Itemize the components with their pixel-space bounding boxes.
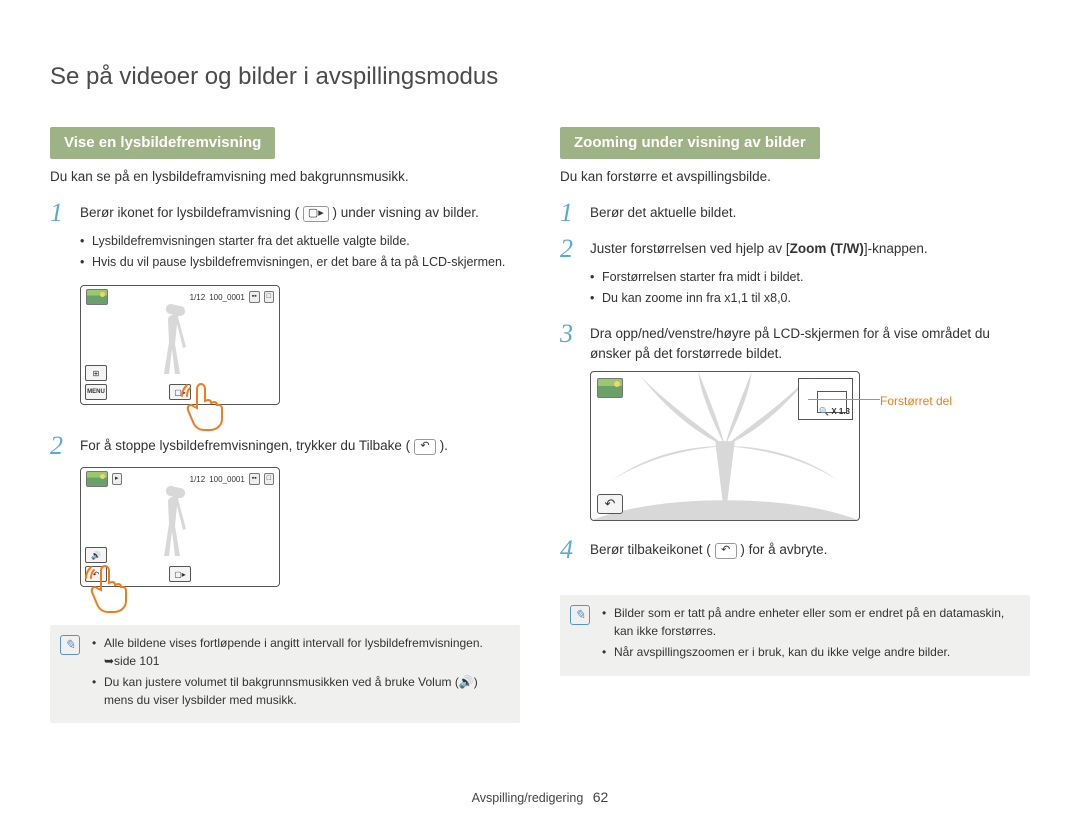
- footer-section: Avspilling/redigering: [472, 791, 584, 805]
- step-number: 1: [560, 200, 580, 226]
- magnifier-icon: 🔍: [819, 406, 829, 418]
- lcd-battery-icon: ▪▪: [249, 473, 260, 485]
- callout-line: [808, 399, 880, 400]
- bullet-item: Lysbildefremvisningen starter fra det ak…: [80, 232, 520, 250]
- preview-back-button: ↶: [597, 494, 623, 514]
- note-icon: ✎: [570, 605, 590, 625]
- left-step-2: 2 For å stoppe lysbildefremvisningen, tr…: [50, 433, 520, 459]
- lcd-filename: 100_0001: [209, 474, 245, 486]
- right-note-box: ✎ Bilder som er tatt på andre enheter el…: [560, 595, 1030, 675]
- back-icon: ↶: [715, 543, 737, 559]
- page-title: Se på videoer og bilder i avspillingsmod…: [50, 60, 1030, 95]
- lcd-thumbnail: [86, 471, 108, 487]
- note-item: Når avspillingszoomen er i bruk, kan du …: [602, 644, 1018, 661]
- bullet-item: Forstørrelsen starter fra midt i bildet.: [590, 268, 1030, 286]
- left-section-header: Vise en lysbildefremvisning: [50, 127, 275, 159]
- left-step-1: 1 Berør ikonet for lysbildeframvisning (…: [50, 200, 520, 226]
- right-step3-text: Dra opp/ned/venstre/høyre på LCD-skjerme…: [590, 321, 1030, 363]
- lcd-card-icon: □: [264, 291, 274, 303]
- step2-bold: Zoom (T/W): [790, 241, 864, 256]
- note-item: Du kan justere volumet til bakgrunnsmusi…: [92, 674, 508, 709]
- bullet-item: Du kan zoome inn fra x1,1 til x8,0.: [590, 289, 1030, 307]
- step2-pre: Juster forstørrelsen ved hjelp av [: [590, 241, 790, 256]
- right-section-header: Zooming under visning av bilder: [560, 127, 820, 159]
- preview-thumbnail: [597, 378, 623, 398]
- right-column: Zooming under visning av bilder Du kan f…: [560, 127, 1030, 723]
- step-number: 2: [50, 433, 70, 459]
- lcd-thumbnail: [86, 289, 108, 305]
- lcd-grid-icon: ⊞: [85, 365, 107, 381]
- left-note-box: ✎ Alle bildene vises fortløpende i angit…: [50, 625, 520, 723]
- step2-text-post: ).: [440, 438, 448, 453]
- zoom-preview-box: 🔍 X 1.3 ↶: [590, 371, 860, 521]
- step4-pre: Berør tilbakeikonet (: [590, 542, 711, 557]
- right-step-4: 4 Berør tilbakeikonet ( ↶ ) for å avbryt…: [560, 537, 1030, 563]
- right-step2-bullets: Forstørrelsen starter fra midt i bildet.…: [590, 268, 1030, 307]
- zoom-level-label: 🔍 X 1.3: [819, 406, 850, 418]
- back-icon: ↶: [414, 439, 436, 455]
- lcd-preview-2: ▸ 1/12 100_0001 ▪▪ □ 🔊 ↶ ▢▸: [80, 467, 280, 587]
- note-icon: ✎: [60, 635, 80, 655]
- lcd-filename: 100_0001: [209, 292, 245, 304]
- step-number: 2: [560, 236, 580, 262]
- lcd-play-icon: ▸: [112, 473, 122, 485]
- note-item: Bilder som er tatt på andre enheter elle…: [602, 605, 1018, 640]
- lcd-slideshow-button: ▢▸: [169, 566, 191, 582]
- step-number: 1: [50, 200, 70, 226]
- lcd-preview-1: 1/12 100_0001 ▪▪ □ ⊞ MENU ▢▸: [80, 285, 280, 405]
- step1-text-pre: Berør ikonet for lysbildeframvisning (: [80, 205, 299, 220]
- step2-post: ]-knappen.: [864, 241, 928, 256]
- bullet-item: Hvis du vil pause lysbildefremvisningen,…: [80, 253, 520, 271]
- callout-label: Forstørret del: [880, 393, 952, 410]
- right-step-1: 1 Berør det aktuelle bildet.: [560, 200, 1030, 226]
- lcd-battery-icon: ▪▪: [249, 291, 260, 303]
- page-footer: Avspilling/redigering 62: [0, 787, 1080, 807]
- zoom-value: X 1.3: [831, 406, 850, 418]
- golfer-silhouette: [160, 486, 200, 572]
- left-column: Vise en lysbildefremvisning Du kan se på…: [50, 127, 520, 723]
- slideshow-icon: ▢▸: [303, 206, 329, 222]
- step-number: 4: [560, 537, 580, 563]
- step-number: 3: [560, 321, 580, 347]
- note-item: Alle bildene vises fortløpende i angitt …: [92, 635, 508, 670]
- lcd-menu-button: MENU: [85, 384, 107, 400]
- lcd-card-icon: □: [264, 473, 274, 485]
- left-step1-bullets: Lysbildefremvisningen starter fra det ak…: [80, 232, 520, 271]
- footer-page-number: 62: [593, 789, 609, 805]
- touch-hand-icon: [179, 377, 234, 432]
- right-step-2: 2 Juster forstørrelsen ved hjelp av [Zoo…: [560, 236, 1030, 262]
- touch-hand-icon: [83, 559, 138, 614]
- right-intro: Du kan forstørre et avspillingsbilde.: [560, 167, 1030, 187]
- step4-post: ) for å avbryte.: [740, 542, 827, 557]
- step1-text-post: ) under visning av bilder.: [333, 205, 479, 220]
- right-step-3: 3 Dra opp/ned/venstre/høyre på LCD-skjer…: [560, 321, 1030, 363]
- left-intro: Du kan se på en lysbildeframvisning med …: [50, 167, 520, 187]
- step2-text-pre: For å stoppe lysbildefremvisningen, tryk…: [80, 438, 410, 453]
- lcd-counter: 1/12: [190, 474, 206, 486]
- right-step1-text: Berør det aktuelle bildet.: [590, 200, 1030, 223]
- lcd-counter: 1/12: [190, 292, 206, 304]
